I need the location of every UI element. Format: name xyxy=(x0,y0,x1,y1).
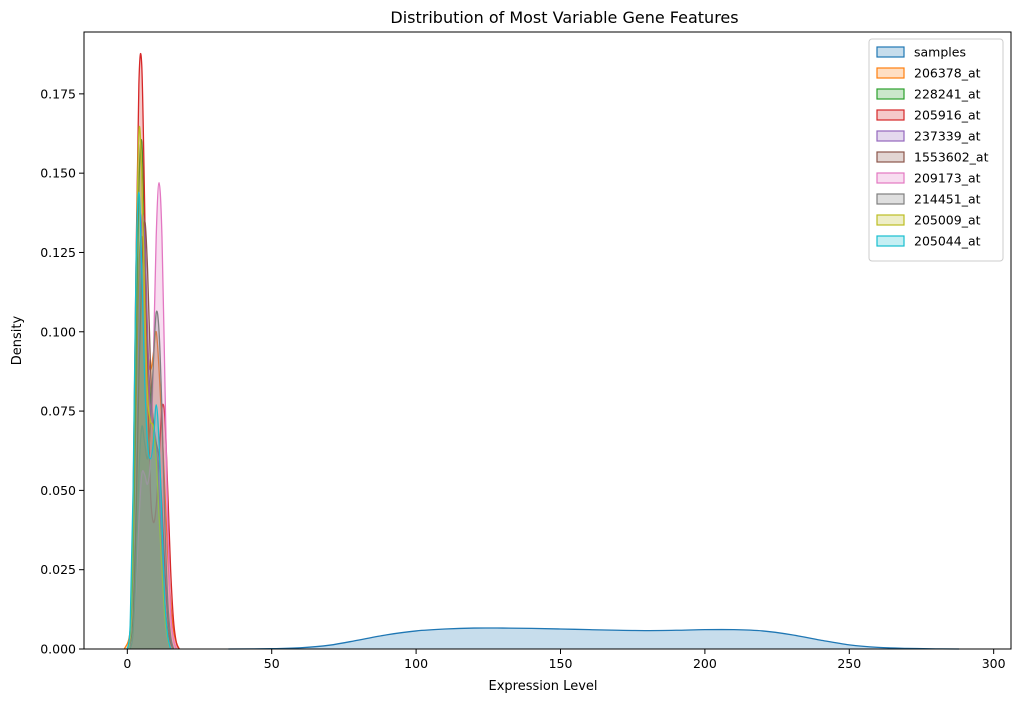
x-axis: 0 50 100 150 200 250 300 xyxy=(123,649,1006,671)
x-tick-label: 150 xyxy=(549,656,573,671)
x-tick-label: 100 xyxy=(404,656,428,671)
y-tick-label: 0.150 xyxy=(40,166,76,181)
x-tick-label: 50 xyxy=(264,656,280,671)
plot-area xyxy=(123,52,960,650)
y-tick-label: 0.025 xyxy=(40,562,76,577)
legend-label-206378_at: 206378_at xyxy=(914,66,981,81)
legend-box xyxy=(868,38,1004,262)
legend-swatch-205044_at xyxy=(876,235,905,247)
legend-label-205009_at: 205009_at xyxy=(914,213,981,228)
y-axis-label: Density xyxy=(10,315,25,365)
legend-label-237339_at: 237339_at xyxy=(914,129,981,144)
legend-label-214451_at: 214451_at xyxy=(914,192,981,207)
density-line-205044_at xyxy=(126,191,172,650)
y-tick-label: 0.075 xyxy=(40,404,76,419)
density-area-214451_at xyxy=(130,311,174,649)
y-tick-label: 0.050 xyxy=(40,483,76,498)
legend: samples 206378_at 228241_at 205916_at 237339… xyxy=(868,38,1004,262)
x-tick-label: 250 xyxy=(837,656,861,671)
density-line-209173_at xyxy=(129,182,178,650)
legend-label-209173_at: 209173_at xyxy=(914,171,981,186)
x-tick-label: 0 xyxy=(123,656,131,671)
y-tick-label: 0.000 xyxy=(40,642,76,657)
x-tick-label: 200 xyxy=(693,656,717,671)
y-axis: 0.000 0.025 0.050 0.075 0.100 0.125 0.150 0.175 xyxy=(40,86,84,657)
density-area-205044_at xyxy=(127,192,171,649)
legend-label-1553602_at: 1553602_at xyxy=(914,150,989,165)
density-line-1553602_at xyxy=(129,220,175,650)
legend-swatch-206378_at xyxy=(876,67,905,79)
y-tick-label: 0.100 xyxy=(40,324,76,339)
density-area-samples xyxy=(228,627,960,649)
x-tick-label: 300 xyxy=(982,656,1006,671)
legend-label-205044_at: 205044_at xyxy=(914,234,981,249)
legend-swatch-214451_at xyxy=(876,193,905,205)
x-axis-label: Expression Level xyxy=(488,679,597,694)
legend-swatch-1553602_at xyxy=(876,151,905,163)
plot-frame xyxy=(83,31,1012,650)
legend-swatch-237339_at xyxy=(876,130,905,142)
density-line-samples xyxy=(228,627,960,650)
legend-swatch-205009_at xyxy=(876,214,905,226)
legend-swatch-205916_at xyxy=(876,109,905,121)
legend-label-samples: samples xyxy=(914,45,966,60)
legend-swatch-samples xyxy=(876,46,905,58)
legend-swatch-209173_at xyxy=(876,172,905,184)
y-tick-label: 0.175 xyxy=(40,86,76,101)
density-area-205009_at xyxy=(127,126,171,650)
y-tick-label: 0.125 xyxy=(40,245,76,260)
legend-label-228241_at: 228241_at xyxy=(914,87,981,102)
chart-title: Distribution of Most Variable Gene Featu… xyxy=(390,8,738,27)
legend-label-205916_at: 205916_at xyxy=(914,108,981,123)
legend-swatch-228241_at xyxy=(876,88,905,100)
density-line-214451_at xyxy=(129,310,175,650)
